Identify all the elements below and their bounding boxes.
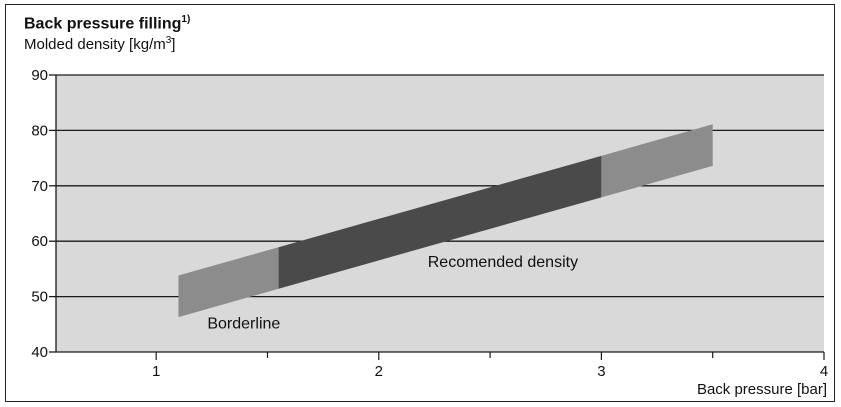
annotation-1: Recomended density: [428, 254, 578, 271]
x-axis-label: Back pressure [bar]: [696, 381, 827, 398]
chart-frame: [5, 4, 835, 402]
y-tick-label-40: 40: [31, 344, 48, 361]
chart-title-footnote: 1): [181, 14, 191, 25]
y-axis-label-close: ]: [171, 36, 176, 53]
y-axis-label-superscript: 3: [165, 35, 172, 46]
x-tick-label-1: 1: [152, 363, 160, 380]
band-region-2: [278, 155, 602, 289]
y-axis-label-text: Molded density [kg/m: [24, 36, 166, 53]
y-tick-label-70: 70: [31, 178, 48, 195]
annotation-2: Borderline: [207, 316, 280, 333]
band-region-1: [178, 247, 279, 318]
chart-title: Back pressure filling1): [24, 14, 190, 33]
y-axis-label: Molded density [kg/m3]: [24, 35, 175, 53]
x-tick-label-2: 2: [375, 363, 383, 380]
band-region-3: [601, 124, 713, 198]
y-tick-label-60: 60: [31, 233, 48, 250]
y-tick-label-80: 80: [31, 122, 48, 139]
chart-title-text: Back pressure filling: [24, 15, 182, 33]
y-tick-label-50: 50: [31, 289, 48, 306]
x-tick-label-3: 3: [597, 363, 605, 380]
y-tick-label-90: 90: [31, 67, 48, 84]
x-tick-label-4: 4: [820, 363, 828, 380]
